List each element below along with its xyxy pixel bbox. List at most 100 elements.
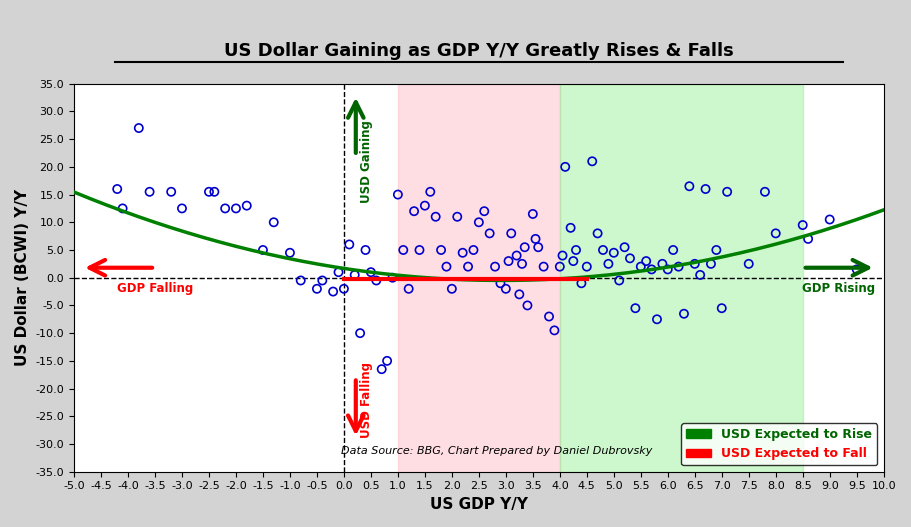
Point bbox=[175, 204, 189, 212]
Point bbox=[439, 262, 454, 271]
Point bbox=[607, 249, 621, 257]
Point bbox=[456, 249, 470, 257]
Text: US Dollar Gaining as GDP Y/Y Greatly Rises & Falls: US Dollar Gaining as GDP Y/Y Greatly Ris… bbox=[224, 42, 733, 61]
Point bbox=[714, 304, 729, 313]
Point bbox=[477, 207, 492, 216]
Point bbox=[142, 188, 157, 196]
Point bbox=[563, 223, 578, 232]
Point bbox=[229, 204, 243, 212]
Point bbox=[472, 218, 486, 227]
Point bbox=[693, 271, 708, 279]
Point bbox=[698, 185, 712, 193]
Point bbox=[823, 216, 837, 224]
Point bbox=[566, 257, 580, 265]
Point bbox=[568, 246, 583, 254]
Point bbox=[337, 285, 352, 293]
Text: USD Falling: USD Falling bbox=[360, 362, 374, 437]
Point bbox=[509, 251, 524, 260]
Point bbox=[482, 229, 496, 238]
Point bbox=[601, 260, 616, 268]
Point bbox=[369, 276, 384, 285]
Point bbox=[555, 251, 569, 260]
Point bbox=[358, 246, 373, 254]
Point bbox=[207, 188, 221, 196]
Point bbox=[585, 157, 599, 165]
Point bbox=[709, 246, 723, 254]
Point bbox=[380, 357, 394, 365]
Point bbox=[801, 235, 815, 243]
Point bbox=[428, 212, 443, 221]
Point bbox=[574, 279, 589, 287]
Point bbox=[417, 201, 432, 210]
Point bbox=[396, 246, 411, 254]
Point bbox=[515, 260, 529, 268]
Point bbox=[493, 279, 507, 287]
Point bbox=[618, 243, 632, 251]
Point bbox=[688, 260, 702, 268]
Point bbox=[310, 285, 324, 293]
Point bbox=[623, 254, 638, 262]
Point bbox=[164, 188, 179, 196]
Point bbox=[526, 210, 540, 218]
Point bbox=[590, 229, 605, 238]
Point bbox=[391, 190, 405, 199]
Point bbox=[201, 188, 216, 196]
Point bbox=[769, 229, 783, 238]
Point bbox=[423, 188, 437, 196]
Point bbox=[487, 262, 502, 271]
Point bbox=[342, 240, 356, 249]
Point bbox=[412, 246, 426, 254]
Legend: USD Expected to Rise, USD Expected to Fall: USD Expected to Rise, USD Expected to Fa… bbox=[681, 423, 877, 465]
Point bbox=[240, 201, 254, 210]
Point bbox=[450, 212, 465, 221]
Point bbox=[256, 246, 271, 254]
Point bbox=[650, 315, 664, 324]
Point bbox=[332, 268, 346, 276]
Point bbox=[218, 204, 232, 212]
Point bbox=[795, 221, 810, 229]
Point bbox=[666, 246, 681, 254]
Point bbox=[517, 243, 532, 251]
Point bbox=[528, 235, 543, 243]
Point bbox=[504, 229, 518, 238]
Point bbox=[633, 262, 648, 271]
Bar bbox=[398, 84, 560, 472]
Point bbox=[461, 262, 476, 271]
Point bbox=[501, 257, 516, 265]
Point bbox=[682, 182, 697, 190]
Point bbox=[758, 188, 773, 196]
Point bbox=[282, 249, 297, 257]
Point bbox=[512, 290, 527, 299]
Point bbox=[628, 304, 642, 313]
Point bbox=[537, 262, 551, 271]
Point bbox=[110, 185, 125, 193]
Point bbox=[293, 276, 308, 285]
Point bbox=[520, 301, 535, 310]
Point bbox=[612, 276, 627, 285]
Bar bbox=[560, 84, 803, 472]
Point bbox=[434, 246, 448, 254]
Point bbox=[315, 276, 330, 285]
Point bbox=[677, 309, 691, 318]
Point bbox=[531, 243, 546, 251]
Point bbox=[266, 218, 281, 227]
Point bbox=[655, 260, 670, 268]
Point bbox=[498, 285, 513, 293]
Point bbox=[671, 262, 686, 271]
Point bbox=[385, 274, 400, 282]
Point bbox=[548, 326, 562, 335]
Point bbox=[326, 287, 341, 296]
Point bbox=[363, 268, 378, 276]
Text: GDP Falling: GDP Falling bbox=[118, 281, 193, 295]
Point bbox=[445, 285, 459, 293]
Point bbox=[579, 262, 594, 271]
X-axis label: US GDP Y/Y: US GDP Y/Y bbox=[430, 497, 527, 512]
Text: USD Gaining: USD Gaining bbox=[360, 120, 374, 203]
Point bbox=[644, 265, 659, 274]
Point bbox=[116, 204, 130, 212]
Point bbox=[849, 265, 864, 274]
Point bbox=[558, 163, 572, 171]
Point bbox=[374, 365, 389, 374]
Text: GDP Rising: GDP Rising bbox=[803, 281, 875, 295]
Point bbox=[703, 260, 718, 268]
